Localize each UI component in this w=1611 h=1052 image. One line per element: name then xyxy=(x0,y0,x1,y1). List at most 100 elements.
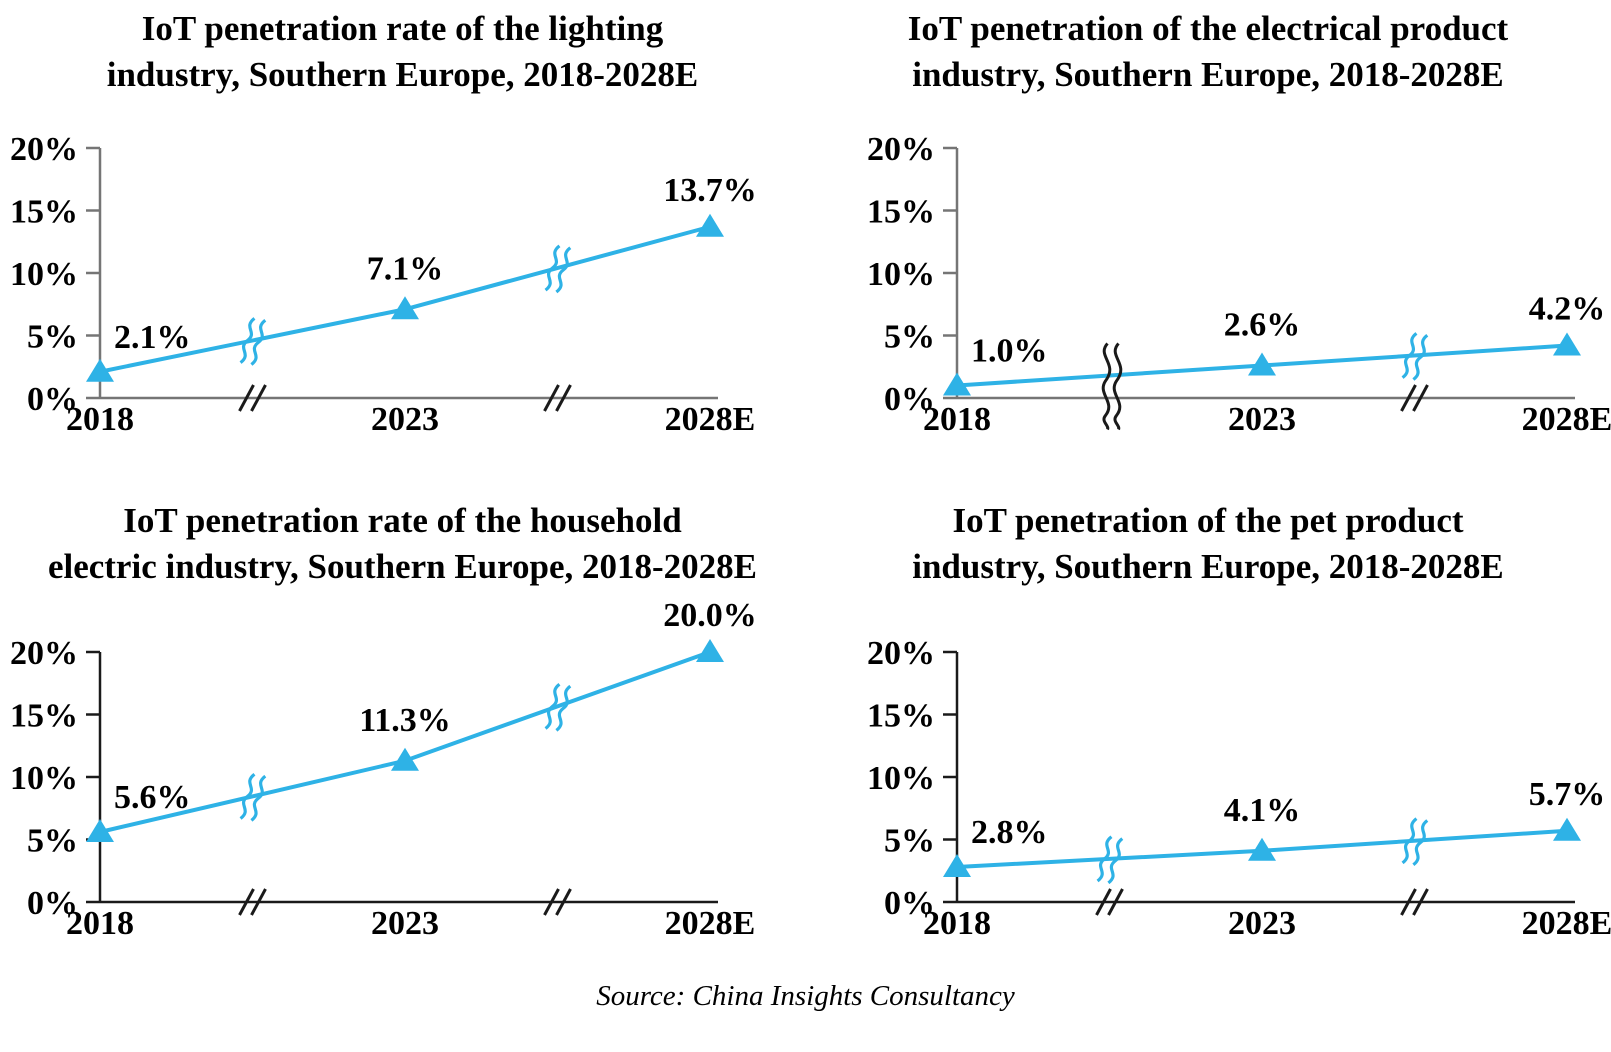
source-note: Source: China Insights Consultancy xyxy=(596,980,1015,1012)
chart-title-line: IoT penetration of the pet product xyxy=(952,501,1464,540)
y-tick-label: 5% xyxy=(884,319,935,356)
axis-break-slash xyxy=(1400,888,1417,916)
data-point-marker xyxy=(696,213,724,237)
x-tick-label: 2028E xyxy=(665,401,756,438)
line-break-stroke xyxy=(1096,835,1113,883)
y-tick-label: 5% xyxy=(27,319,78,356)
line-break-stroke xyxy=(239,772,256,820)
chart-title-pet: IoT penetration of the pet product indus… xyxy=(805,498,1611,590)
chart-title-line: IoT penetration rate of the lighting xyxy=(141,9,664,48)
series-line xyxy=(99,650,711,834)
y-tick-label: 0% xyxy=(27,885,78,922)
data-point-marker xyxy=(1553,332,1581,356)
y-tick-label: 10% xyxy=(10,760,78,797)
line-break-stroke xyxy=(239,317,256,364)
y-tick-label: 5% xyxy=(884,823,935,860)
axis-break-slash xyxy=(555,888,572,916)
data-point-marker xyxy=(943,372,971,396)
line-chart-pet: 0% 5% 10% 15% 20% 2018 2023 2028E 2.8% 4.1% 5.7% xyxy=(867,635,1611,942)
y-tick-label: 0% xyxy=(884,381,935,418)
data-point-label: 2.8% xyxy=(971,814,1048,851)
line-break-mark xyxy=(1096,835,1124,885)
data-point-label: 13.7% xyxy=(663,172,757,209)
line-break-stroke xyxy=(250,319,267,366)
line-chart-electrical: 0% 5% 10% 15% 20% 2018 2023 2028E 1.0% 2.6% 4.2% xyxy=(867,131,1611,438)
chart-title-line: industry, Southern Europe, 2018-2028E xyxy=(912,55,1504,94)
y-tick-label: 20% xyxy=(867,131,935,168)
y-tick-label: 15% xyxy=(10,194,78,231)
data-point-marker xyxy=(391,296,419,320)
line-break-stroke xyxy=(1412,819,1429,867)
line-chart-household: 0% 5% 10% 15% 20% 2018 2023 2028E 5.6% 11.3% 20.0% xyxy=(10,602,757,942)
axis-break-wavy-stroke xyxy=(1112,342,1123,431)
axis-break-slash xyxy=(1400,384,1417,412)
x-tick-label: 2018 xyxy=(923,905,991,942)
x-tick-label: 2018 xyxy=(923,401,991,438)
axis-break-slash xyxy=(250,384,267,412)
chart-cell-electrical: IoT penetration of the electrical produc… xyxy=(805,0,1611,470)
y-tick-label: 10% xyxy=(867,760,935,797)
y-tick-label: 20% xyxy=(867,635,935,672)
line-break-stroke xyxy=(1401,332,1418,379)
line-break-stroke xyxy=(1107,837,1124,885)
line-break-mark xyxy=(239,772,267,822)
x-tick-label: 2028E xyxy=(1522,905,1611,942)
line-break-stroke xyxy=(544,682,561,730)
axis-break-slash xyxy=(250,888,267,916)
line-break-stroke xyxy=(544,244,561,292)
y-tick-label: 0% xyxy=(884,885,935,922)
axis-break-slash xyxy=(238,384,255,412)
x-tick-label: 2028E xyxy=(665,905,756,942)
x-tick-label: 2023 xyxy=(371,905,439,942)
chart-title-household: IoT penetration rate of the household el… xyxy=(0,498,805,590)
chart-cell-pet: IoT penetration of the pet product indus… xyxy=(805,470,1611,942)
data-point-marker xyxy=(1248,352,1276,376)
chart-title-line: IoT penetration of the electrical produc… xyxy=(907,9,1509,48)
axis-break-slash xyxy=(1412,384,1429,412)
y-tick-label: 20% xyxy=(10,635,78,672)
axis-break-slash xyxy=(555,384,572,412)
y-tick-label: 15% xyxy=(867,698,935,735)
line-chart-lighting: 0% 5% 10% 15% 20% 2018 2023 2028E 2.1% 7.1% 13.7% xyxy=(10,131,757,438)
data-point-label: 7.1% xyxy=(367,250,444,287)
x-tick-label: 2018 xyxy=(66,401,134,438)
data-point-marker xyxy=(1248,837,1276,861)
line-break-mark xyxy=(239,317,267,366)
chart-title-lighting: IoT penetration rate of the lighting ind… xyxy=(0,6,805,98)
axis-break-slash xyxy=(543,384,560,412)
chart-title-electrical: IoT penetration of the electrical produc… xyxy=(805,6,1611,98)
y-tick-label: 10% xyxy=(10,256,78,293)
line-break-mark xyxy=(1401,332,1429,381)
data-point-label: 5.7% xyxy=(1529,776,1606,813)
data-point-marker xyxy=(391,747,419,771)
line-break-stroke xyxy=(555,684,572,732)
axis-break-slash xyxy=(238,888,255,916)
x-tick-label: 2023 xyxy=(371,401,439,438)
line-break-mark xyxy=(544,682,572,732)
data-point-marker xyxy=(1553,817,1581,841)
y-tick-label: 5% xyxy=(27,823,78,860)
x-tick-label: 2028E xyxy=(1522,401,1611,438)
charts-grid: IoT penetration rate of the lighting ind… xyxy=(0,0,1611,942)
data-point-label: 1.0% xyxy=(971,333,1048,370)
y-tick-label: 20% xyxy=(10,131,78,168)
data-point-marker xyxy=(86,358,114,382)
chart-title-line: industry, Southern Europe, 2018-2028E xyxy=(106,55,699,94)
data-point-label: 11.3% xyxy=(359,702,451,739)
x-tick-label: 2023 xyxy=(1228,905,1296,942)
x-tick-label: 2018 xyxy=(66,905,134,942)
axis-break-slash xyxy=(1412,888,1429,916)
data-point-marker xyxy=(696,639,724,662)
chart-title-line: industry, Southern Europe, 2018-2028E xyxy=(912,547,1504,586)
line-break-stroke xyxy=(250,774,267,822)
data-point-label: 2.1% xyxy=(114,319,191,356)
chart-cell-lighting: IoT penetration rate of the lighting ind… xyxy=(0,0,805,470)
data-point-marker xyxy=(943,854,971,877)
axis-break-wavy xyxy=(1101,342,1123,431)
data-point-label: 4.1% xyxy=(1224,792,1301,829)
data-point-label: 5.6% xyxy=(114,779,191,816)
line-break-stroke xyxy=(1401,817,1418,865)
line-break-stroke xyxy=(555,246,572,294)
data-point-marker xyxy=(86,819,114,842)
data-point-label: 4.2% xyxy=(1529,291,1606,328)
